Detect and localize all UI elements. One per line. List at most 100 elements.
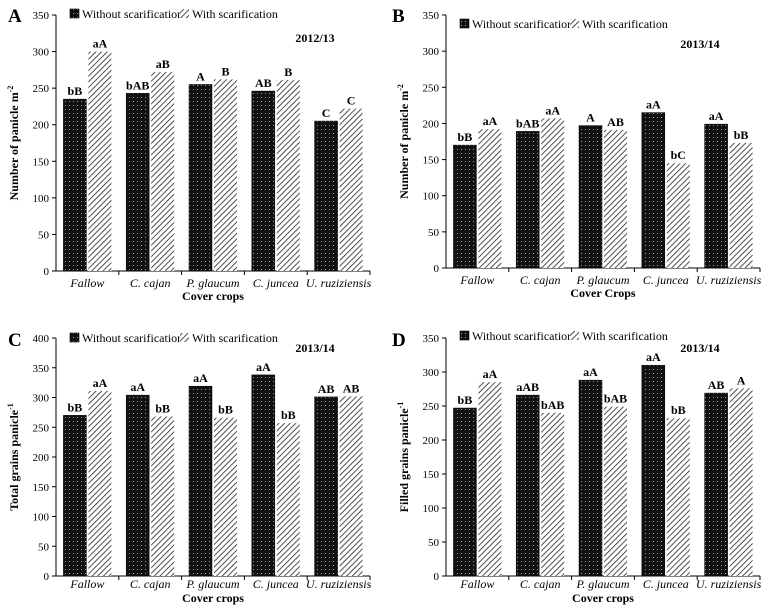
bar-letter-label: aA xyxy=(646,98,661,112)
legend-label-without: Without scarification xyxy=(472,329,573,343)
bar-letter-label: C xyxy=(347,94,356,108)
bar-with xyxy=(339,396,363,576)
bar-without xyxy=(188,385,213,577)
y-tick-label: 50 xyxy=(428,537,440,549)
x-tick-label: P. glaucum xyxy=(185,276,239,290)
bar-without xyxy=(704,392,728,577)
bar-letter-label: B xyxy=(284,65,292,79)
bar-letter-label: aA xyxy=(93,37,108,51)
x-tick-label: U. ruziziensis xyxy=(696,273,762,287)
bar-letter-label: aA xyxy=(483,367,498,381)
x-tick-label: Fallow xyxy=(459,273,494,287)
y-tick-label: 300 xyxy=(423,46,440,58)
legend: Without scarification With scarification xyxy=(459,329,668,343)
bar-letter-label: AB xyxy=(318,382,335,396)
bar-with xyxy=(541,118,565,269)
bar-letter-label: AB xyxy=(607,115,624,129)
legend-label-without: Without scarification xyxy=(82,331,183,345)
chart-panel-d: D Without scarification With scarification… xyxy=(392,329,762,605)
x-tick-label: U. ruziziensis xyxy=(306,577,372,591)
legend-swatch-without xyxy=(69,332,80,343)
bar-without xyxy=(251,90,276,272)
legend-swatch-with xyxy=(180,333,189,342)
bar-letter-label: bC xyxy=(671,148,686,162)
bar-letter-label: bB xyxy=(458,130,473,144)
bar-with xyxy=(88,390,112,576)
bar-without xyxy=(578,125,603,269)
legend-swatch-with xyxy=(570,331,579,340)
x-axis-title: Cover crops xyxy=(572,591,634,605)
legend-label-with: With scarification xyxy=(192,331,278,345)
y-tick-label: 0 xyxy=(434,571,440,583)
bar-with xyxy=(604,129,627,268)
bar-with xyxy=(151,72,175,272)
season-label: 2013/14 xyxy=(680,341,719,355)
legend-label-without: Without scarification xyxy=(472,17,573,31)
x-axis-title: Cover crops xyxy=(182,289,244,303)
bar-without xyxy=(641,112,666,269)
season-label: 2013/14 xyxy=(680,37,719,51)
chart-panel-c: C Without scarification With scarification… xyxy=(6,330,372,605)
x-tick-label: U. ruziziensis xyxy=(696,577,762,591)
bar-without xyxy=(453,407,477,577)
legend-swatch-without xyxy=(69,8,80,19)
bar-without xyxy=(515,131,540,269)
bar-letter-label: bB xyxy=(68,400,83,414)
y-tick-label: 350 xyxy=(33,10,50,22)
bar-without xyxy=(188,84,213,272)
bar-without xyxy=(578,379,603,577)
bar-letter-label: bB xyxy=(734,128,749,142)
bar-letter-label: aA xyxy=(130,380,145,394)
y-tick-label: 300 xyxy=(423,367,440,379)
x-tick-label: P. glaucum xyxy=(185,577,239,591)
season-label: 2012/13 xyxy=(295,31,334,45)
bar-without xyxy=(704,123,728,269)
panel-letter: D xyxy=(392,330,406,351)
y-tick-label: 50 xyxy=(38,541,50,553)
x-tick-label: C. juncea xyxy=(253,577,299,591)
bar-with xyxy=(604,406,627,576)
y-tick-label: 250 xyxy=(423,82,440,94)
y-tick-label: 50 xyxy=(428,227,440,239)
y-tick-label: 0 xyxy=(434,263,440,275)
bar-letter-label: aA xyxy=(256,360,271,374)
x-tick-label: C. juncea xyxy=(253,276,299,290)
x-tick-label: C. juncea xyxy=(643,577,689,591)
bar-without xyxy=(314,396,338,577)
x-tick-label: C. juncea xyxy=(643,273,689,287)
bar-letter-label: aA xyxy=(709,109,724,123)
bar-letter-label: A xyxy=(196,69,205,83)
bar-letter-label: aA xyxy=(646,350,661,364)
y-tick-label: 100 xyxy=(423,503,440,515)
y-tick-label: 250 xyxy=(33,83,50,95)
y-tick-label: 300 xyxy=(33,47,50,59)
bar-without xyxy=(125,93,150,272)
y-tick-label: 150 xyxy=(33,156,50,168)
legend-swatch-without xyxy=(459,330,470,341)
legend: Without scarification With scarification xyxy=(69,331,278,345)
bar-letter-label: C xyxy=(322,106,331,120)
y-tick-label: 150 xyxy=(423,155,440,167)
y-tick-label: 200 xyxy=(423,435,440,447)
y-tick-label: 150 xyxy=(423,469,440,481)
bar-with xyxy=(276,423,300,576)
bar-letter-label: bB xyxy=(68,84,83,98)
bar-letter-label: B xyxy=(221,64,229,78)
x-tick-label: C. cajan xyxy=(520,273,561,287)
bar-without xyxy=(251,374,276,577)
panel-letter: B xyxy=(392,6,405,27)
bar-without xyxy=(515,394,540,577)
bar-letter-label: bB xyxy=(458,393,473,407)
legend-label-with: With scarification xyxy=(582,17,668,31)
x-tick-label: Fallow xyxy=(69,577,104,591)
y-axis-title: Number of panicle m-2 xyxy=(396,84,411,199)
legend: Without scarification With scarification xyxy=(69,7,278,21)
bar-with xyxy=(151,416,175,576)
y-axis-title: Filled grains panicle-1 xyxy=(396,402,411,513)
bar-letter-label: aA xyxy=(93,376,108,390)
bar-letter-label: bB xyxy=(218,403,233,417)
legend-swatch-with xyxy=(180,9,189,18)
bar-with xyxy=(478,129,502,268)
bar-without xyxy=(641,364,666,577)
